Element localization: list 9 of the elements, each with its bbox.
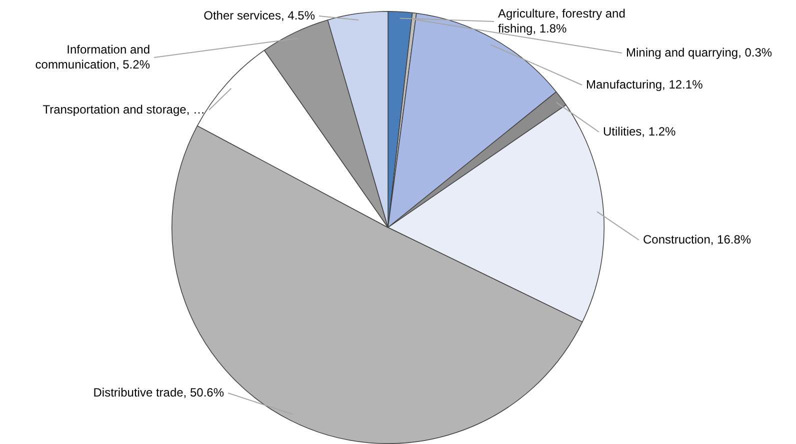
slice-label: Information and communication, 5.2% — [35, 42, 150, 72]
slice-label: Other services, 4.5% — [204, 8, 316, 22]
slice-label: Agriculture, forestry and fishing, 1.8% — [498, 6, 626, 36]
slice-label: Mining and quarrying, 0.3% — [626, 45, 772, 60]
slice-label: Construction, 16.8% — [643, 232, 752, 246]
slice-label: Distributive trade, 50.6% — [93, 385, 224, 400]
slice-label: Transportation and storage, … — [42, 102, 205, 116]
slice-label: Manufacturing, 12.1% — [586, 77, 704, 92]
slice-label: Utilities, 1.2% — [603, 124, 676, 138]
